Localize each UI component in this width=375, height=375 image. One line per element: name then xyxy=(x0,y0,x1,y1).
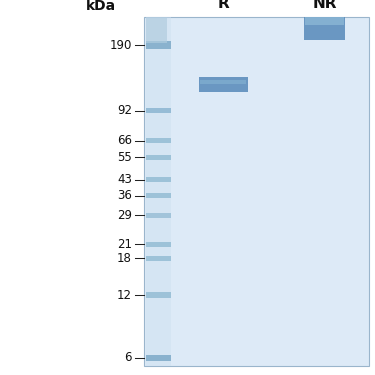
Bar xyxy=(146,108,171,114)
Bar xyxy=(304,17,345,39)
Bar xyxy=(146,177,171,182)
Text: 12: 12 xyxy=(117,289,132,302)
Text: 36: 36 xyxy=(117,189,132,202)
Bar xyxy=(146,17,171,366)
Bar xyxy=(144,17,369,366)
Bar xyxy=(146,256,171,261)
Text: 55: 55 xyxy=(117,151,132,164)
Bar xyxy=(146,213,171,218)
Text: R: R xyxy=(217,0,229,11)
Bar xyxy=(199,77,248,92)
Text: 29: 29 xyxy=(117,209,132,222)
Bar xyxy=(200,80,246,84)
Bar xyxy=(146,155,171,160)
Bar xyxy=(146,17,167,44)
Bar xyxy=(305,17,344,25)
Bar xyxy=(146,41,171,50)
Bar xyxy=(146,292,171,298)
Text: 92: 92 xyxy=(117,104,132,117)
Text: NR: NR xyxy=(312,0,337,11)
Text: 6: 6 xyxy=(124,351,132,364)
Bar xyxy=(146,193,171,198)
Text: kDa: kDa xyxy=(86,0,116,13)
Bar xyxy=(146,138,171,143)
Text: 190: 190 xyxy=(110,39,132,52)
Text: 43: 43 xyxy=(117,173,132,186)
Bar xyxy=(146,242,171,247)
Text: 18: 18 xyxy=(117,252,132,265)
Bar xyxy=(146,355,171,361)
Text: 21: 21 xyxy=(117,238,132,251)
Text: 66: 66 xyxy=(117,134,132,147)
